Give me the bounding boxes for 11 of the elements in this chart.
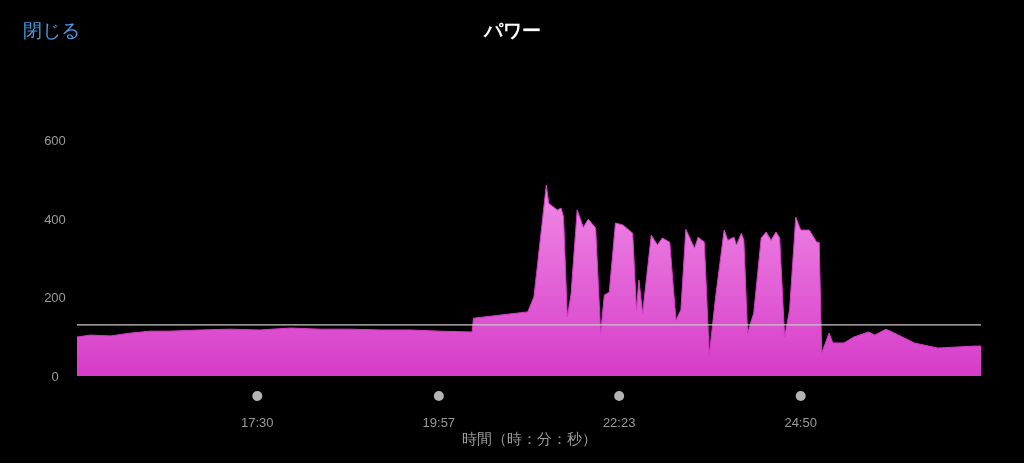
y-tick-label: 0 [51,369,59,384]
x-axis-title: 時間（時：分：秒） [460,430,598,449]
x-tick-label: 24:50 [784,415,817,430]
y-tick-label: 200 [44,290,66,306]
x-tick-label: 19:57 [422,415,456,430]
x-tick-label: 17:30 [241,415,274,430]
x-tick-label: 22:23 [602,415,636,430]
chart-title: パワー [483,20,541,41]
y-tick-label: 600 [44,133,66,148]
y-tick-label: 400 [44,211,66,227]
text: 閉じる [23,19,80,43]
